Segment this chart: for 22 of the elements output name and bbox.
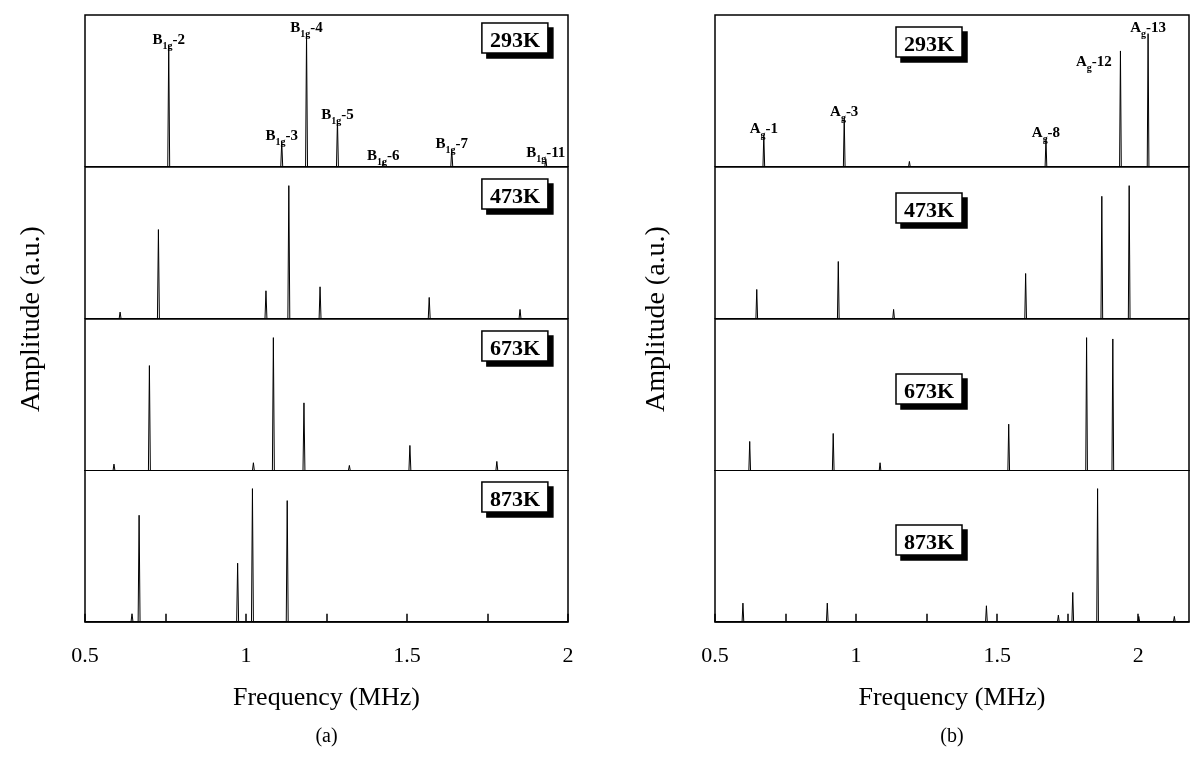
text: 473K — [904, 196, 955, 222]
text: (a) — [315, 724, 338, 747]
y-axis-title: Amplitude (a.u.) — [639, 225, 671, 412]
x-axis-title: Frequency (MHz) — [233, 682, 420, 712]
x-tick-label: 1.5 — [983, 642, 1011, 668]
x-tick-label: 2 — [1132, 642, 1144, 668]
x-tick-label: 0.5 — [701, 642, 729, 668]
text: 673K — [904, 377, 955, 402]
x-tick-label: 2 — [562, 642, 574, 668]
text: 293K — [489, 26, 541, 52]
text: 873K — [489, 485, 541, 511]
text: 473K — [489, 182, 541, 208]
text: 293K — [904, 30, 955, 56]
y-axis-title: Amplitude (a.u.) — [14, 225, 46, 412]
text: (b) — [940, 724, 964, 747]
x-tick-label: 1 — [240, 642, 252, 668]
x-tick-label: 0.5 — [71, 642, 99, 668]
text: 873K — [904, 528, 955, 554]
x-tick-label: 1.5 — [393, 642, 421, 668]
x-axis-title: Frequency (MHz) — [858, 682, 1046, 712]
x-tick-label: 1 — [850, 642, 862, 668]
text: 673K — [489, 334, 541, 359]
